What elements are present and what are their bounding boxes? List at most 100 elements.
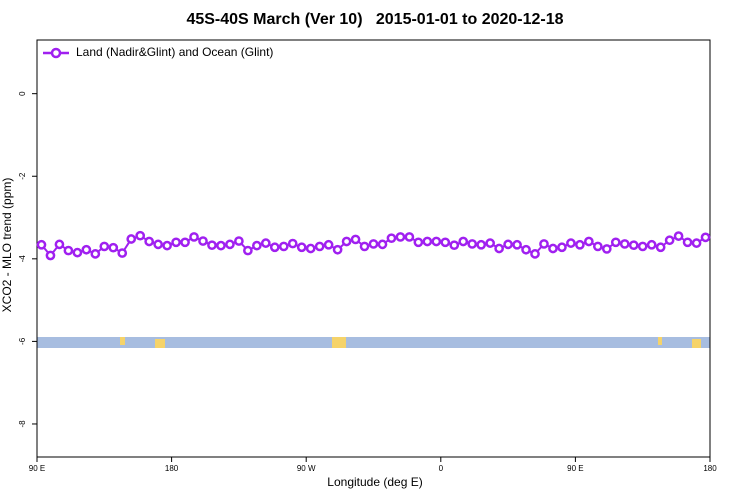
point — [296, 242, 307, 253]
point — [584, 236, 594, 247]
y-axis-label: XCO2 - MLO trend (ppm) — [0, 178, 14, 313]
point — [54, 239, 65, 250]
point — [72, 247, 83, 258]
land-patch — [692, 339, 701, 348]
point — [619, 239, 630, 249]
point — [646, 239, 657, 250]
point — [601, 244, 612, 254]
point — [395, 232, 406, 242]
point — [180, 237, 190, 248]
point — [610, 237, 621, 248]
x-tick-label: 180 — [165, 464, 179, 473]
point — [530, 249, 540, 259]
point — [332, 244, 343, 255]
y-tick-label: -4 — [18, 255, 27, 263]
land-patch — [155, 339, 165, 348]
point — [251, 240, 262, 251]
x-tick-label: 0 — [439, 464, 444, 473]
point — [323, 239, 334, 250]
y-tick-label: 0 — [18, 91, 27, 96]
point — [207, 240, 217, 251]
point — [368, 239, 379, 249]
point — [45, 250, 56, 261]
point — [341, 236, 352, 247]
point — [260, 238, 271, 248]
point — [449, 240, 460, 251]
legend-swatch-marker — [50, 47, 62, 59]
point — [135, 230, 146, 241]
point — [314, 241, 325, 252]
point — [628, 240, 639, 251]
point — [557, 242, 567, 253]
point — [153, 239, 163, 250]
x-axis-label: Longitude (deg E) — [327, 475, 422, 489]
point — [234, 236, 244, 246]
ocean-band — [37, 337, 710, 348]
point — [655, 242, 666, 253]
point — [63, 245, 74, 256]
point — [216, 240, 226, 251]
land-patch — [332, 337, 346, 348]
chart-title: 45S-40S March (Ver 10) 2015-01-01 to 202… — [186, 11, 563, 28]
point — [440, 237, 451, 248]
x-tick-label: 90 W — [297, 464, 316, 473]
point — [413, 237, 424, 248]
point — [494, 243, 504, 254]
point — [198, 236, 208, 246]
x-tick-label: 180 — [703, 464, 717, 473]
point — [503, 239, 513, 250]
point — [117, 248, 128, 258]
point — [377, 239, 388, 250]
point — [287, 238, 298, 249]
point — [171, 237, 181, 248]
point — [566, 238, 576, 248]
point — [404, 232, 415, 242]
legend-label: Land (Nadir&Glint) and Ocean (Glint) — [76, 45, 273, 59]
point — [539, 239, 549, 249]
point — [225, 239, 235, 250]
y-tick-label: -2 — [18, 172, 27, 180]
plot-frame — [36, 39, 711, 458]
point — [386, 233, 397, 244]
point — [269, 242, 280, 253]
point — [575, 239, 585, 250]
point — [126, 234, 137, 244]
point — [243, 245, 253, 256]
point — [485, 238, 496, 248]
point — [36, 239, 47, 250]
point — [673, 231, 684, 241]
x-tick-label: 90 E — [567, 464, 583, 473]
point — [691, 238, 702, 248]
point — [637, 241, 648, 252]
point — [144, 236, 155, 247]
point — [467, 239, 478, 249]
point — [162, 240, 172, 251]
point — [108, 242, 119, 253]
point — [476, 239, 487, 250]
land-patch — [658, 337, 662, 345]
point — [90, 249, 101, 259]
point — [189, 232, 199, 242]
point — [664, 235, 675, 246]
y-tick-label: -6 — [18, 337, 27, 345]
point — [81, 244, 92, 255]
y-tick-label: -8 — [18, 420, 27, 428]
point — [99, 241, 110, 252]
point — [431, 236, 442, 247]
land-patch — [120, 337, 125, 345]
point — [422, 236, 433, 247]
land-mask — [37, 337, 710, 348]
point — [305, 243, 316, 254]
point — [521, 244, 531, 255]
point — [592, 241, 603, 252]
point — [458, 236, 469, 247]
point — [278, 241, 289, 252]
point — [350, 234, 361, 245]
point — [682, 237, 693, 248]
point — [359, 241, 370, 252]
point — [700, 232, 711, 243]
point — [512, 239, 522, 250]
x-tick-label: 90 E — [29, 464, 45, 473]
